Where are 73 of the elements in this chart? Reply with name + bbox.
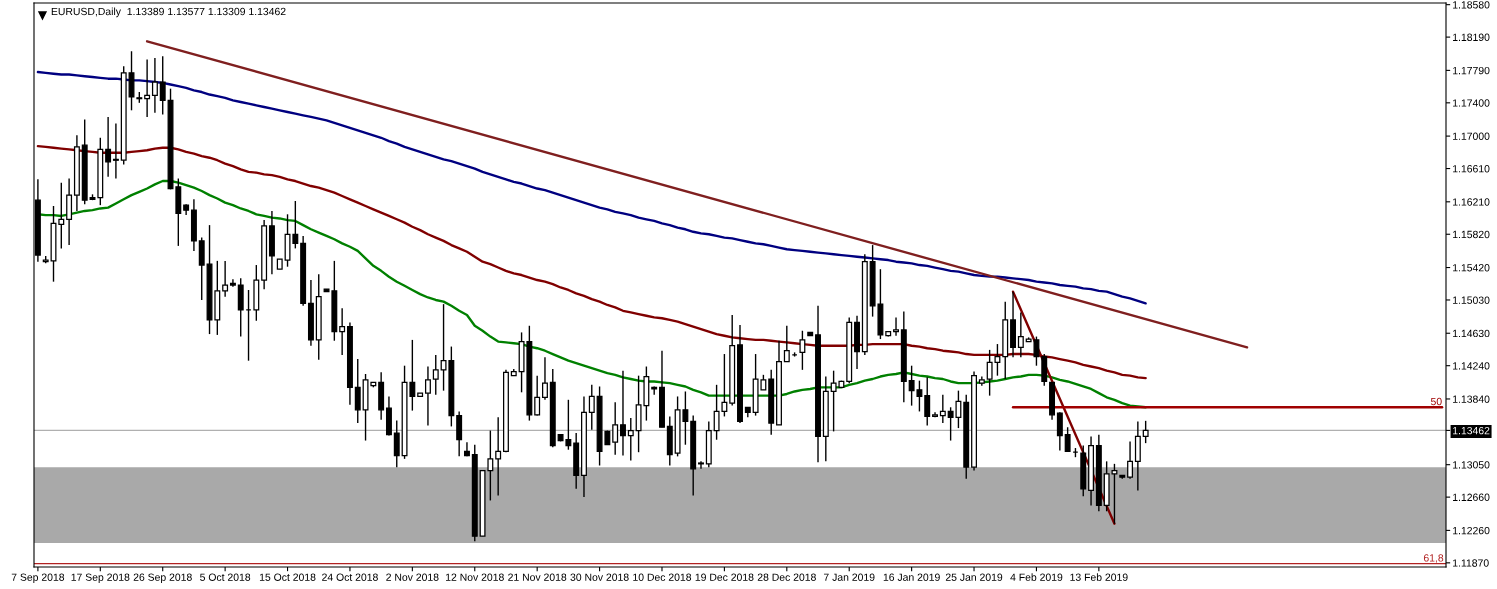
y-tick-label: 1.15030 xyxy=(1453,296,1490,304)
x-tick-label: 17 Sep 2018 xyxy=(71,573,130,583)
candlestick xyxy=(1142,420,1149,444)
candlestick xyxy=(222,260,229,298)
y-tick-label: 1.17000 xyxy=(1453,132,1490,140)
y-tick-label: 1.17400 xyxy=(1453,99,1490,107)
candlestick xyxy=(1127,440,1134,480)
series-label: 50 xyxy=(1430,397,1442,406)
candlestick xyxy=(799,330,806,371)
candlestick xyxy=(1064,426,1071,453)
y-tick-label: 1.14240 xyxy=(1453,362,1490,370)
candlestick xyxy=(651,385,658,396)
candlestick xyxy=(463,441,470,458)
x-tick-label: 28 Dec 2018 xyxy=(757,573,816,581)
x-tick-label: 16 Jan 2019 xyxy=(883,573,940,581)
annotation: 61,8 xyxy=(1423,554,1444,563)
candlestick xyxy=(393,419,400,468)
candlestick xyxy=(1056,411,1063,452)
candlestick xyxy=(495,416,502,497)
candlestick xyxy=(534,374,541,417)
x-tick-label: 13 Feb 2019 xyxy=(1070,573,1128,581)
y-tick-label: 1.18190 xyxy=(1453,33,1490,41)
candlestick xyxy=(620,369,626,457)
candlestick xyxy=(698,460,704,470)
y-tick-label: 1.16210 xyxy=(1453,198,1490,206)
candlestick xyxy=(432,354,439,396)
candlestick xyxy=(627,417,634,462)
candlestick xyxy=(112,122,119,180)
line-series xyxy=(36,70,1147,305)
candlestick xyxy=(893,316,899,337)
x-tick-label: 21 Nov 2018 xyxy=(508,573,567,581)
candlestick xyxy=(924,376,931,427)
y-tick-label: 1.14630 xyxy=(1453,329,1490,338)
candlestick xyxy=(783,325,790,363)
candlestick xyxy=(542,356,548,401)
y-tick-label: 1.12260 xyxy=(1453,526,1490,535)
y-tick-label: 1.18580 xyxy=(1453,1,1490,9)
candlestick xyxy=(229,278,236,288)
x-tick-label: 5 Oct 2018 xyxy=(200,573,251,581)
candlestick xyxy=(58,181,65,250)
candlestick xyxy=(151,57,158,114)
candlestick xyxy=(1017,311,1024,359)
x-tick-label: 24 Oct 2018 xyxy=(322,573,378,581)
y-tick-label: 1.13840 xyxy=(1453,395,1490,403)
y-tick-label: 1.15820 xyxy=(1453,230,1490,239)
candlestick xyxy=(354,358,361,424)
x-tick-label: 7 Jan 2019 xyxy=(823,573,875,581)
y-tick-label: 1.17790 xyxy=(1453,66,1490,75)
y-tick-label: 1.13462 xyxy=(1453,426,1490,435)
candlestick xyxy=(144,58,151,118)
candlestick xyxy=(612,401,619,456)
x-tick-label: 19 Dec 2018 xyxy=(695,573,754,581)
y-tick-label: 1.13050 xyxy=(1453,461,1490,469)
x-tick-label: 26 Sep 2018 xyxy=(133,573,192,583)
y-tick-label: 1.12660 xyxy=(1453,493,1490,501)
candlestick xyxy=(588,384,595,431)
candlestick xyxy=(939,394,946,424)
x-tick-label: 2 Nov 2018 xyxy=(386,573,439,581)
y-tick-label: 1.16610 xyxy=(1453,165,1490,173)
candlestick xyxy=(159,55,166,116)
x-tick-label: 7 Sep 2018 xyxy=(11,573,65,583)
chart-title: EURUSD,Daily 1.13389 1.13577 1.13309 1.13462 xyxy=(51,7,286,18)
x-tick-label: 12 Nov 2018 xyxy=(446,573,504,581)
x-tick-label: 10 Dec 2018 xyxy=(633,573,692,581)
x-tick-label: 30 Nov 2018 xyxy=(570,573,629,581)
y-tick-label: 1.15420 xyxy=(1453,264,1490,272)
candlestick xyxy=(424,365,431,427)
candlestick xyxy=(339,307,346,356)
x-tick-label: 25 Jan 2019 xyxy=(945,573,1003,581)
candlestick xyxy=(105,116,112,178)
x-tick-label: 4 Feb 2019 xyxy=(1010,573,1063,581)
y-tick-label: 1.11870 xyxy=(1453,559,1489,567)
x-tick-label: 15 Oct 2018 xyxy=(259,573,316,581)
